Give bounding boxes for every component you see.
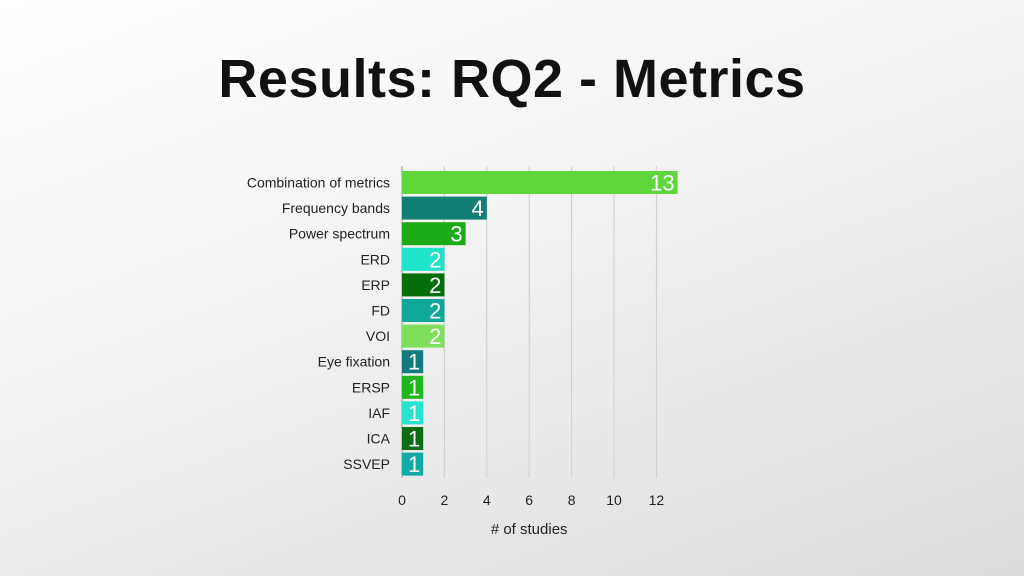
x-tick-label: 8 [568,492,576,508]
data-label: 1 [408,401,420,426]
data-label: 1 [408,350,420,375]
x-tick-label: 0 [398,492,406,508]
data-label: 2 [429,324,441,349]
x-tick-label: 4 [483,492,491,508]
data-label: 4 [472,196,484,221]
category-label: ERP [361,277,390,293]
category-label: ERD [360,251,390,267]
bar-eye-fixation [402,350,424,374]
x-tick-label: 2 [441,492,449,508]
bar-fd [402,299,445,322]
data-label: 2 [429,273,441,298]
category-label: FD [371,303,390,319]
category-label: SSVEP [343,456,390,472]
category-label: Power spectrum [289,226,390,242]
category-labels: Combination of metrics Frequency bands Pow… [247,175,391,473]
data-label: 3 [450,222,462,247]
x-tick-labels: 0 2 4 6 8 10 12 [398,492,664,508]
bar-voi [402,324,445,348]
x-tick-label: 12 [649,492,665,508]
category-label: ERSP [352,379,390,395]
category-label: Frequency bands [282,200,390,216]
category-label: Eye fixation [318,354,390,370]
x-tick-label: 6 [525,492,533,508]
category-label: VOI [366,328,390,344]
slide-title: Results: RQ2 - Metrics [218,49,806,109]
data-label: 1 [408,427,420,452]
bar-ica [402,427,424,450]
category-label: IAF [368,405,390,421]
bar-power-spectrum [402,222,466,246]
data-label: 2 [429,299,441,324]
x-axis-title: # of studies [491,521,568,538]
data-label: 1 [408,375,420,400]
data-label: 2 [429,247,441,272]
bar-erd [402,247,445,271]
bar-ersp [402,375,424,399]
bar-iaf [402,401,424,425]
bar-frequency-bands [402,196,487,220]
x-tick-label: 10 [606,492,622,508]
bar-combination-of-metrics [402,171,678,194]
category-label: Combination of metrics [247,175,390,191]
data-label: 1 [408,452,420,477]
bar-erp [402,273,445,297]
data-label: 13 [650,171,674,196]
bar-ssvep [402,452,424,476]
category-label: ICA [367,431,391,447]
